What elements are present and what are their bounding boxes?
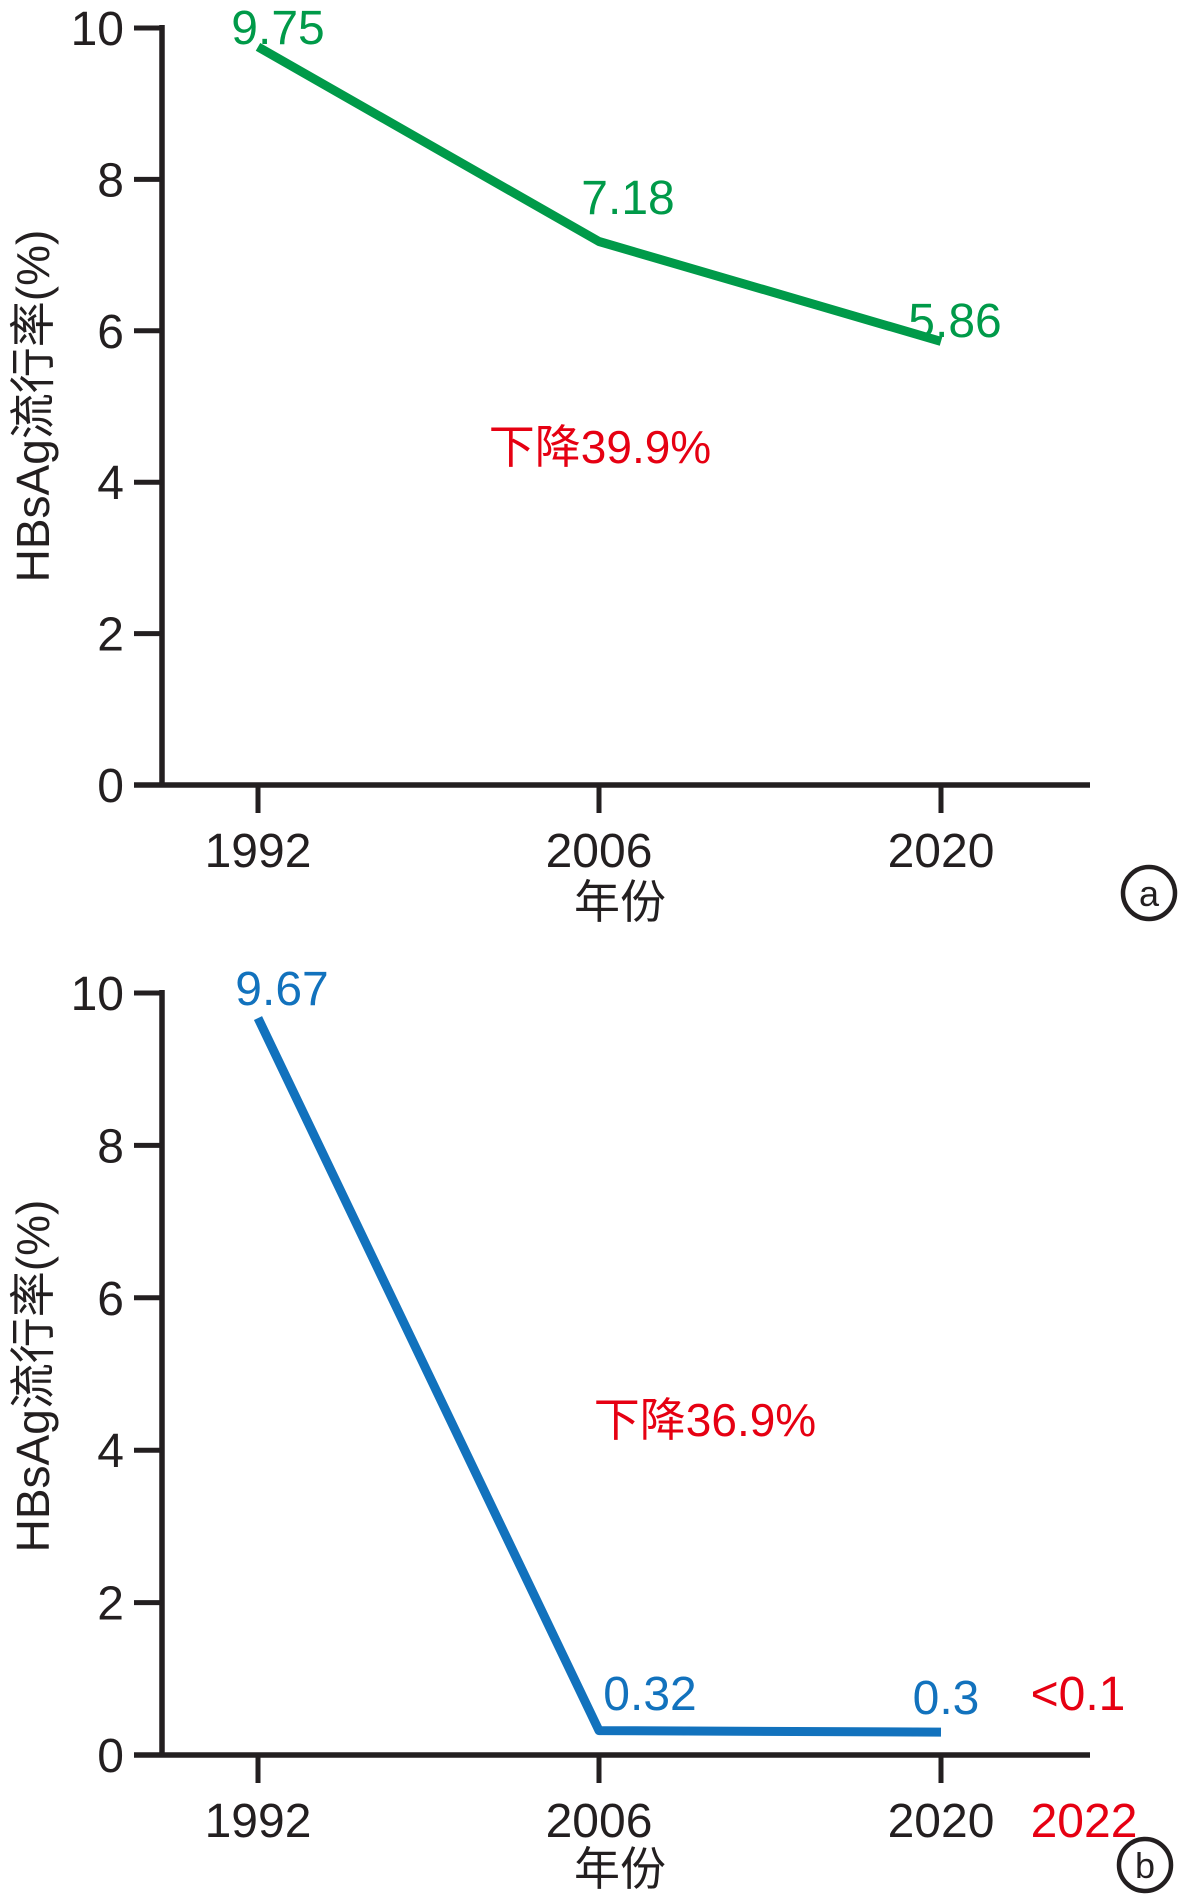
y-tick-label: 0 [97, 760, 124, 813]
x-tick-label: 2006 [546, 1795, 653, 1848]
panel-a: 0 2 4 6 8 10 1992 2006 2020 9.75 7.18 5.86 下降39.9% 年份… [7, 2, 1178, 928]
point-label: 0.3 [913, 1672, 980, 1725]
x-axis-title: 年份 [574, 876, 666, 928]
data-line [253, 1016, 942, 1737]
y-tick-label: 10 [71, 968, 124, 1021]
point-label: 5.86 [908, 295, 1001, 348]
y-tick-label: 0 [97, 1730, 124, 1783]
point-label: 9.67 [235, 963, 328, 1016]
x-tick-label: 1992 [205, 825, 312, 878]
y-tick-label: 2 [97, 609, 124, 662]
decline-annotation: 下降39.9% [489, 421, 711, 473]
y-tick-label: 4 [97, 457, 124, 510]
point-label: 9.75 [231, 2, 324, 55]
y-tick-label: 8 [97, 1120, 124, 1173]
extra-year-label: 2022 [1031, 1795, 1138, 1848]
y-tick-label: 6 [97, 306, 124, 359]
panel-label-letter: a [1139, 873, 1160, 914]
x-axis-title: 年份 [574, 1843, 666, 1895]
data-line [255, 42, 943, 346]
extra-point-label: <0.1 [1031, 1668, 1126, 1721]
x-tick-label: 2020 [888, 1795, 995, 1848]
y-tick-label: 6 [97, 1273, 124, 1326]
y-tick-label: 10 [71, 3, 124, 56]
panel-label-circle [1116, 1836, 1174, 1894]
panel-b: 0 2 4 6 8 10 1992 2006 2020 2022 9.67 0.32 0.3 <0.1 下降… [7, 963, 1174, 1895]
panel-label-circle [1120, 864, 1178, 922]
point-label: 7.18 [581, 172, 674, 225]
y-tick-label: 2 [97, 1578, 124, 1631]
x-tick-label: 2006 [546, 825, 653, 878]
y-axis-title: HBsAg流行率(%) [7, 230, 59, 583]
y-tick-label: 8 [97, 154, 124, 207]
x-tick-label: 2020 [888, 825, 995, 878]
point-label: 0.32 [603, 1668, 696, 1721]
y-tick-label: 4 [97, 1425, 124, 1478]
decline-annotation: 下降36.9% [594, 1394, 816, 1446]
panel-label-letter: b [1135, 1845, 1155, 1886]
y-axis-title: HBsAg流行率(%) [7, 1200, 59, 1553]
x-tick-label: 1992 [205, 1795, 312, 1848]
